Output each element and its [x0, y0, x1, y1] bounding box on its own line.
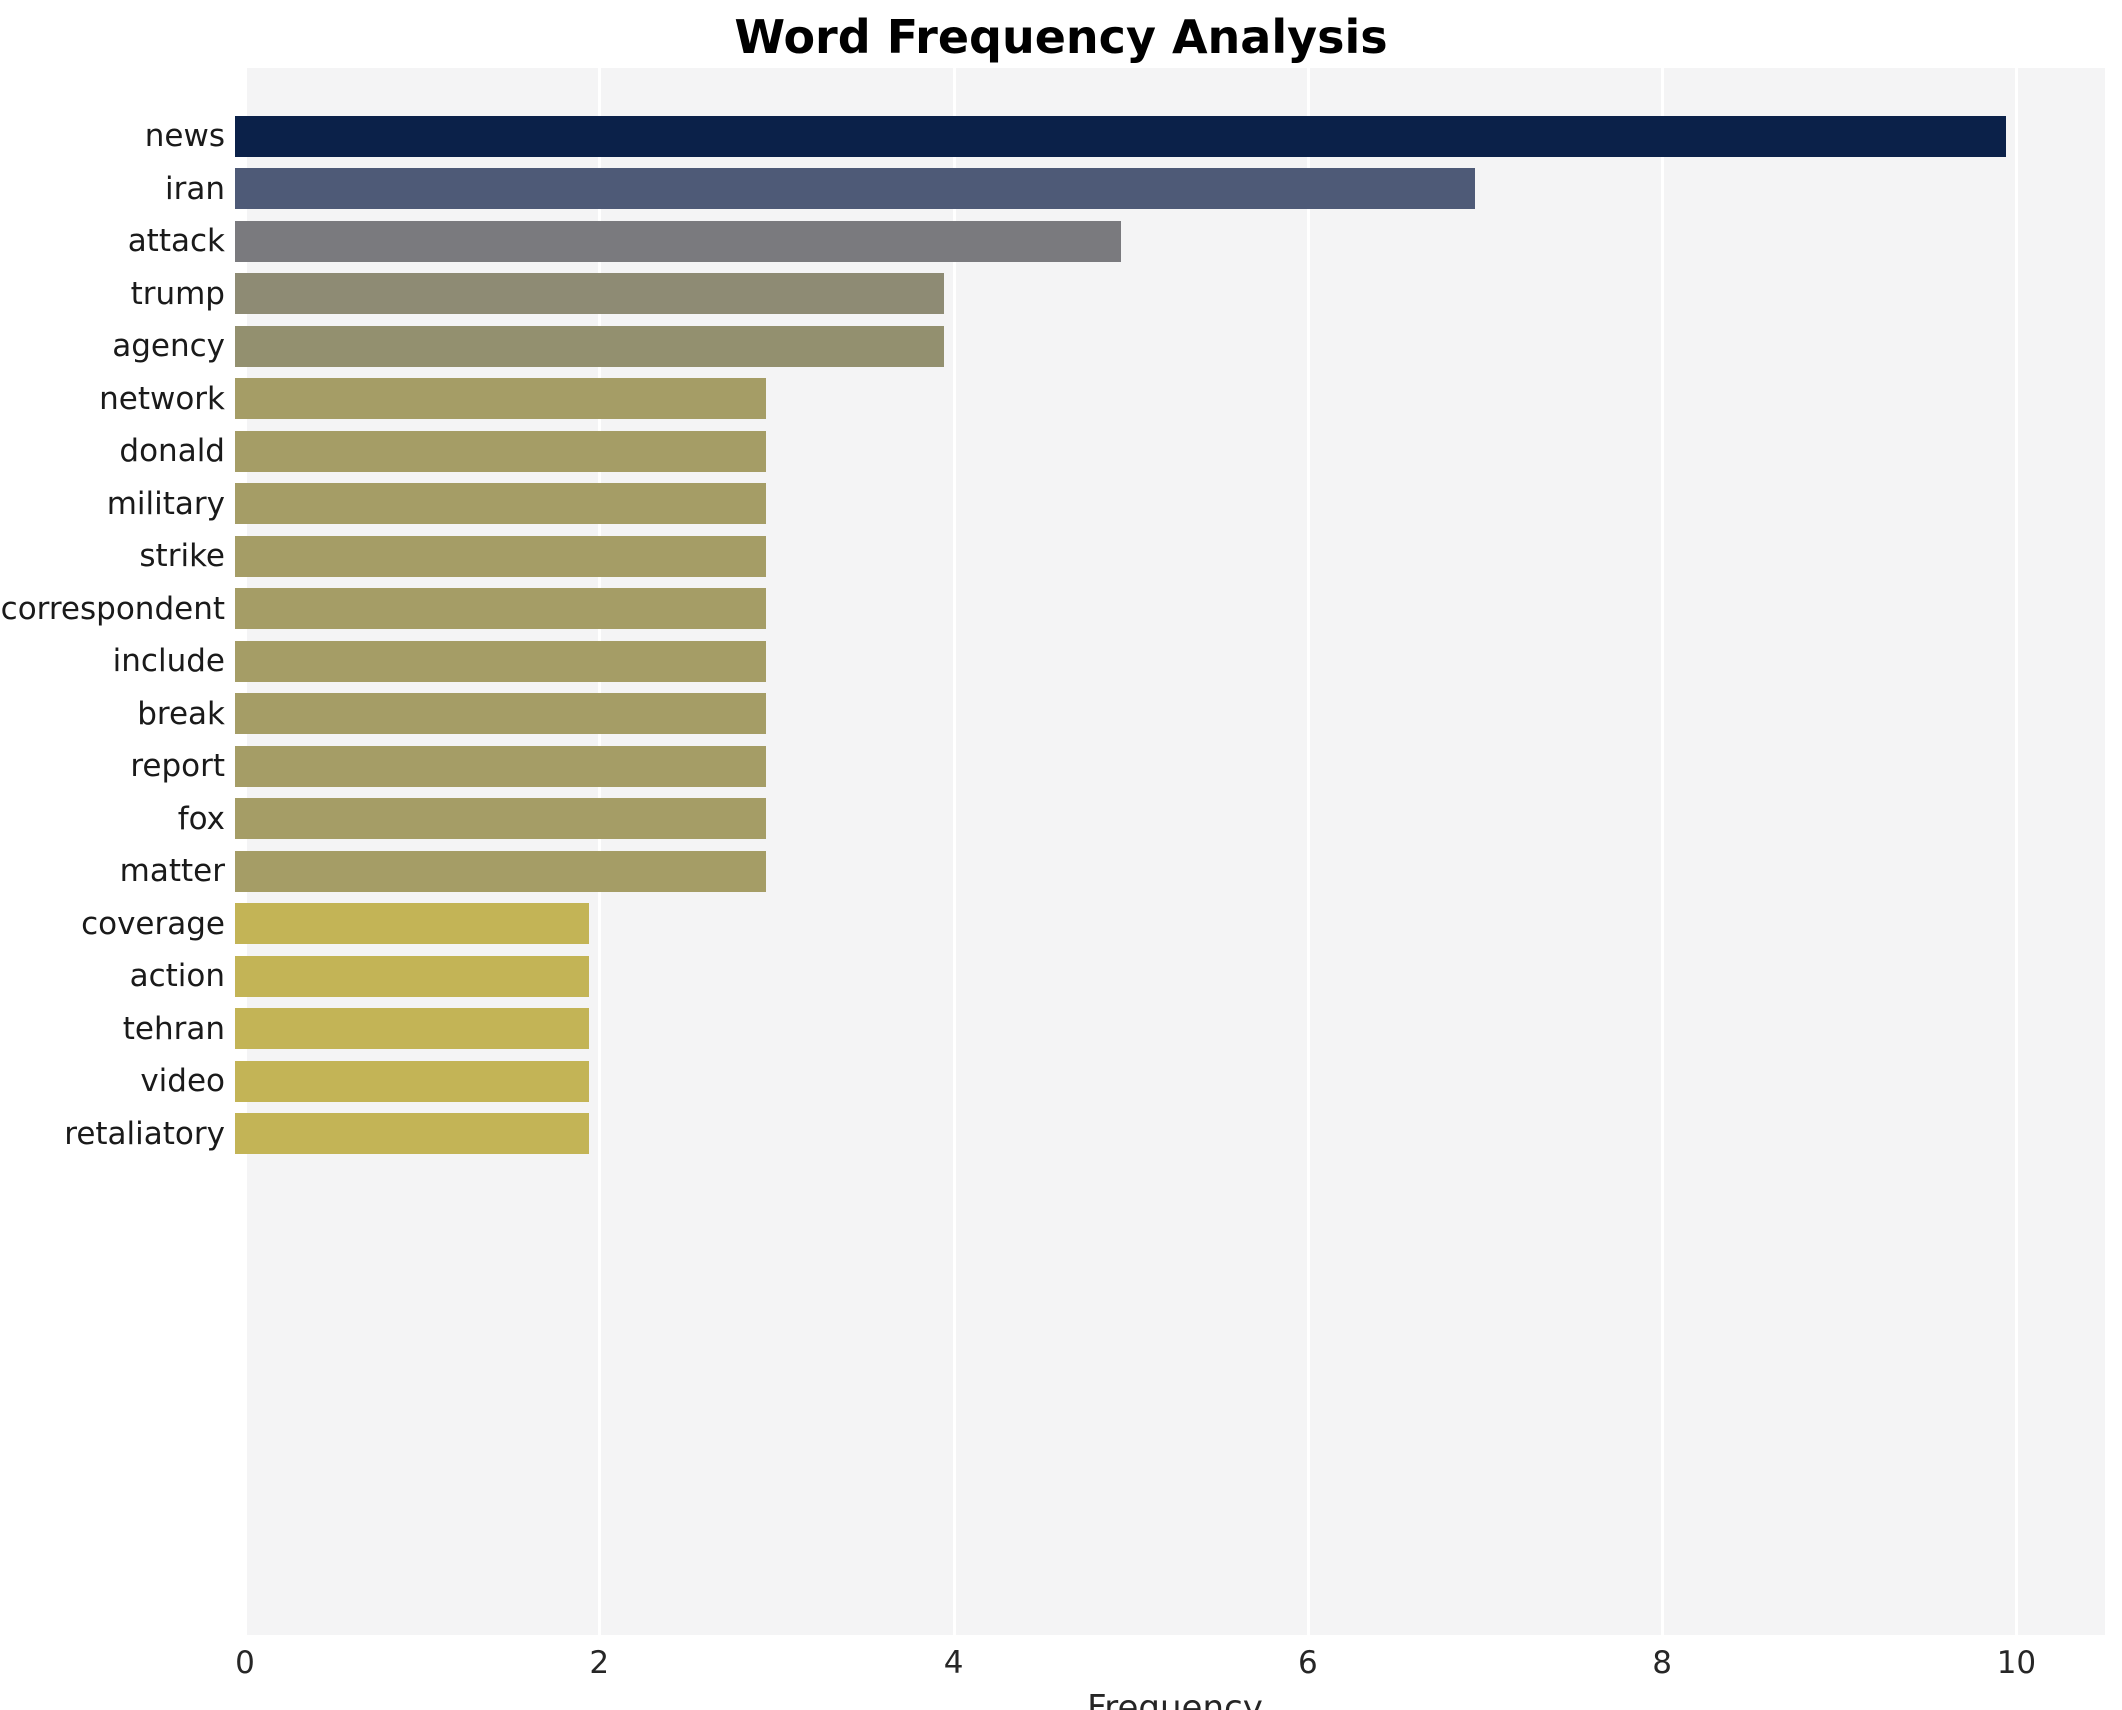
bar-rows: news iran attack trump agency network donald mi…: [0, 110, 2122, 1160]
bar-track: [235, 688, 2122, 741]
bar-label: strike: [139, 538, 225, 575]
bar-label: iran: [164, 170, 225, 207]
bar-track: [235, 373, 2122, 426]
bar-row: tehran: [0, 1003, 2122, 1056]
bar-row: matter: [0, 845, 2122, 898]
x-tick-label: 6: [1297, 1645, 1318, 1681]
bar-row: action: [0, 950, 2122, 1003]
bar-label: action: [129, 958, 225, 995]
bar-row: network: [0, 373, 2122, 426]
gridline: [1306, 68, 1310, 1635]
bar-track: [235, 478, 2122, 531]
bar-track: [235, 215, 2122, 268]
bar-label: military: [106, 485, 225, 522]
bar-label: news: [144, 118, 225, 155]
bar-label: network: [99, 380, 225, 417]
bar-row: strike: [0, 530, 2122, 583]
bar-row: fox: [0, 793, 2122, 846]
bar: [235, 273, 944, 315]
bar: [235, 640, 767, 682]
bar: [235, 535, 767, 577]
bar-track: [235, 530, 2122, 583]
bar: [235, 325, 944, 367]
bar-label: correspondent: [0, 590, 225, 627]
bar-label: report: [130, 748, 225, 785]
bar-track: [235, 635, 2122, 688]
bar-row: attack: [0, 215, 2122, 268]
bar: [235, 745, 767, 787]
bar-track: [235, 110, 2122, 163]
bar-track: [235, 320, 2122, 373]
bar-row: retaliatory: [0, 1108, 2122, 1161]
bar-row: include: [0, 635, 2122, 688]
bar: [235, 588, 767, 630]
bar-track: [235, 1108, 2122, 1161]
bar: [235, 430, 767, 472]
x-tick-label: 2: [589, 1645, 610, 1681]
bar-row: military: [0, 478, 2122, 531]
bar-row: correspondent: [0, 583, 2122, 636]
chart-title: Word Frequency Analysis: [734, 10, 1388, 64]
bar-track: [235, 425, 2122, 478]
bar-row: donald: [0, 425, 2122, 478]
bar-label: matter: [119, 853, 225, 890]
bar-row: report: [0, 740, 2122, 793]
bar: [235, 168, 1475, 210]
bar-track: [235, 845, 2122, 898]
bar-label: agency: [112, 328, 225, 365]
x-tick-label: 10: [1996, 1645, 2037, 1681]
bar-label: retaliatory: [64, 1115, 225, 1152]
x-tick-label: 0: [235, 1645, 255, 1681]
bar: [235, 1113, 590, 1155]
bar-track: [235, 950, 2122, 1003]
bar: [235, 220, 1121, 262]
bar-track: [235, 898, 2122, 951]
bar-label: coverage: [81, 905, 225, 942]
bar-row: video: [0, 1055, 2122, 1108]
bar-row: trump: [0, 268, 2122, 321]
bar-label: trump: [130, 275, 225, 312]
bar: [235, 903, 590, 945]
bar-row: agency: [0, 320, 2122, 373]
bar-track: [235, 1003, 2122, 1056]
bar-track: [235, 163, 2122, 216]
bar-row: news: [0, 110, 2122, 163]
bar-track: [235, 268, 2122, 321]
bar-row: coverage: [0, 898, 2122, 951]
bar-label: attack: [127, 223, 225, 260]
bar-track: [235, 740, 2122, 793]
bar: [235, 850, 767, 892]
gridline: [2015, 68, 2019, 1635]
bar: [235, 1060, 590, 1102]
bar: [235, 955, 590, 997]
bar: [235, 378, 767, 420]
x-tick-label: 4: [943, 1645, 964, 1681]
bar-track: [235, 793, 2122, 846]
bar: [235, 115, 2007, 157]
x-axis-label: Frequency: [1087, 1688, 1263, 1710]
bar: [235, 798, 767, 840]
bar: [235, 1008, 590, 1050]
bar-label: tehran: [122, 1010, 225, 1047]
x-axis-ticks: 0 2 4 6 8 10: [235, 1645, 2105, 1685]
bar-label: donald: [119, 433, 225, 470]
bar-label: fox: [177, 800, 225, 837]
bar: [235, 483, 767, 525]
bar-track: [235, 583, 2122, 636]
bar-label: video: [140, 1063, 225, 1100]
bar: [235, 693, 767, 735]
bar-row: iran: [0, 163, 2122, 216]
bar-track: [235, 1055, 2122, 1108]
gridline: [952, 68, 956, 1635]
gridline: [1661, 68, 1665, 1635]
bar-row: break: [0, 688, 2122, 741]
bar-label: break: [137, 695, 225, 732]
bar-label: include: [112, 643, 225, 680]
x-tick-label: 8: [1652, 1645, 1673, 1681]
